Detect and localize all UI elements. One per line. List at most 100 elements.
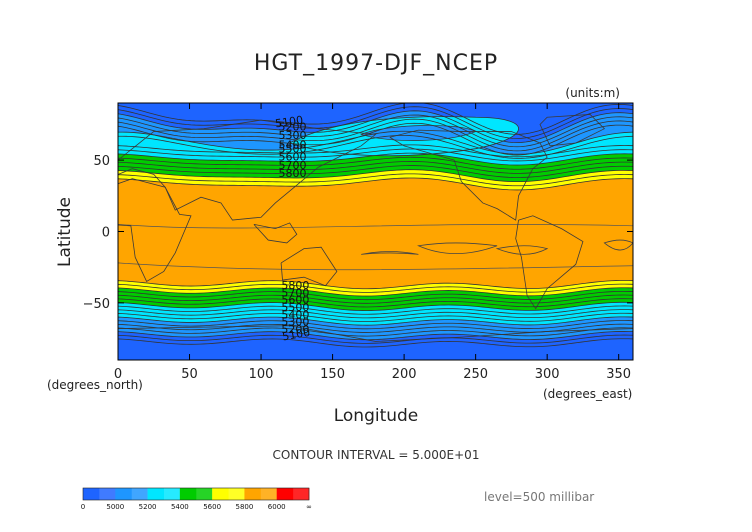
colorbar-label: 0 bbox=[81, 503, 85, 511]
contour-label: 5500 bbox=[281, 301, 309, 314]
colorbar-swatch bbox=[83, 488, 100, 500]
contour-label: 5700 bbox=[279, 159, 307, 172]
contour-line bbox=[118, 283, 633, 293]
colorbar-labels: 0 5000 5200 5400 5600 5800 6000 ∞ bbox=[81, 503, 312, 511]
contour-interval-note: CONTOUR INTERVAL = 5.000E+01 bbox=[273, 448, 480, 462]
colorbar-label: 6000 bbox=[268, 503, 286, 511]
contour-line bbox=[118, 173, 633, 187]
coastline bbox=[253, 222, 298, 244]
colorbar-swatch bbox=[99, 488, 116, 500]
contour-line bbox=[118, 294, 633, 304]
contour-line bbox=[118, 334, 633, 344]
colorbar-swatch bbox=[196, 488, 213, 500]
contour-label: 5600 bbox=[279, 151, 307, 164]
contour-line bbox=[118, 331, 633, 341]
units-label: (units:m) bbox=[565, 86, 620, 100]
colorbar-swatch bbox=[212, 488, 229, 500]
contour-line bbox=[118, 103, 633, 135]
x-tick-label: 300 bbox=[535, 367, 560, 382]
contour-label: 5200 bbox=[279, 121, 307, 134]
band-fill bbox=[118, 153, 633, 182]
colorbar-label: 5200 bbox=[139, 503, 157, 511]
x-tick-label: 150 bbox=[320, 367, 345, 382]
contour-line bbox=[118, 305, 633, 315]
colorbar-swatch bbox=[260, 488, 278, 500]
contour-line bbox=[118, 290, 633, 301]
contour-line bbox=[118, 165, 633, 178]
contour-line bbox=[118, 323, 633, 333]
coastline bbox=[118, 178, 192, 283]
contour-line bbox=[118, 110, 633, 144]
y-tick-label: 50 bbox=[93, 154, 110, 169]
contour-lines bbox=[118, 103, 633, 348]
colorbar-label: ∞ bbox=[306, 503, 312, 511]
x-axis-label: Longitude bbox=[334, 406, 419, 426]
contour-line bbox=[118, 130, 633, 155]
contour-label: 5300 bbox=[279, 129, 307, 142]
contour-line bbox=[118, 169, 633, 183]
contour-label: 5800 bbox=[281, 279, 309, 292]
y-tick-label: 0 bbox=[102, 226, 110, 241]
contour-line bbox=[118, 114, 633, 148]
x-axis-ticks: 0 50 100 150 200 250 300 350 bbox=[114, 103, 631, 382]
contour-line bbox=[118, 280, 633, 290]
contour-label: 5200 bbox=[281, 323, 309, 336]
contour-line bbox=[118, 327, 633, 337]
minor-contour bbox=[118, 224, 633, 229]
contour-line bbox=[118, 148, 633, 162]
contour-line bbox=[118, 309, 633, 319]
colorbar-swatch bbox=[147, 488, 165, 500]
contour-line bbox=[118, 298, 633, 308]
contour-label: 5100 bbox=[281, 326, 311, 344]
x-unit-label: (degrees_east) bbox=[543, 387, 632, 401]
contour-labels: 5100520053005400550056005700580051005800… bbox=[274, 114, 311, 344]
contour-line bbox=[118, 312, 633, 322]
minor-contour bbox=[495, 245, 549, 255]
contour-line bbox=[118, 152, 633, 166]
colorbar-swatch bbox=[228, 488, 245, 500]
x-tick-label: 50 bbox=[181, 367, 198, 382]
contour-label: 5700 bbox=[281, 286, 309, 299]
x-tick-label: 100 bbox=[249, 367, 274, 382]
coastline bbox=[389, 129, 548, 221]
contour-features bbox=[118, 116, 633, 271]
band-fill bbox=[118, 169, 633, 190]
y-axis-label: Latitude bbox=[55, 197, 75, 267]
y-unit-label: (degrees_north) bbox=[47, 378, 143, 392]
contour-line bbox=[118, 106, 633, 139]
colorbar-swatch bbox=[115, 488, 132, 500]
contour-line bbox=[118, 316, 633, 326]
colorbar-swatch bbox=[292, 488, 310, 500]
level-note: level=500 millibar bbox=[484, 490, 594, 504]
contour-line bbox=[118, 177, 633, 191]
chart-title: HGT_1997-DJF_NCEP bbox=[254, 51, 498, 76]
contour-line bbox=[118, 134, 633, 159]
contour-line bbox=[118, 301, 633, 312]
contour-label: 5800 bbox=[279, 167, 307, 180]
contour-line bbox=[118, 320, 633, 330]
contour-line bbox=[118, 122, 633, 156]
contour-label: 5400 bbox=[281, 308, 309, 321]
y-tick-label: −50 bbox=[83, 297, 110, 312]
coastline bbox=[280, 246, 338, 287]
x-tick-label: 350 bbox=[606, 367, 631, 382]
colorbar-label: 5400 bbox=[171, 503, 189, 511]
contour-label: 5400 bbox=[279, 138, 307, 151]
contour-plot-area: 5100520053005400550056005700580051005800… bbox=[118, 103, 633, 360]
contour-line bbox=[118, 161, 633, 174]
contour-line bbox=[118, 144, 633, 158]
y-axis-ticks: −50 0 50 bbox=[83, 154, 633, 312]
colorbar-swatch bbox=[244, 488, 261, 500]
colorbar-swatch bbox=[163, 488, 181, 500]
minor-contour bbox=[361, 251, 419, 255]
contour-line bbox=[118, 118, 633, 152]
contour-line bbox=[118, 156, 633, 170]
colorbar-frame bbox=[82, 487, 310, 501]
minor-contour bbox=[118, 262, 633, 271]
x-tick-label: 200 bbox=[392, 367, 417, 382]
contour-label: 5100 bbox=[274, 114, 304, 131]
contour-label: 5600 bbox=[281, 294, 309, 307]
contour-label: 5300 bbox=[281, 316, 309, 329]
contour-line bbox=[118, 287, 633, 297]
